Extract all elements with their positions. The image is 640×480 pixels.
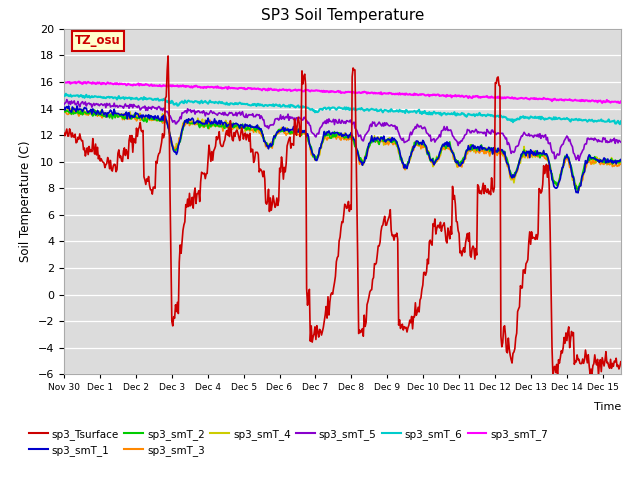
- sp3_smT_6: [433, 110, 440, 116]
- sp3_smT_2: [313, 155, 321, 160]
- sp3_smT_2: [389, 139, 397, 144]
- sp3_smT_1: [480, 145, 488, 151]
- sp3_smT_3: [574, 189, 582, 194]
- Line: sp3_smT_6: sp3_smT_6: [64, 94, 621, 124]
- Y-axis label: Soil Temperature (C): Soil Temperature (C): [19, 141, 32, 263]
- sp3_smT_7: [159, 82, 167, 88]
- sp3_smT_1: [60, 105, 68, 110]
- sp3_smT_4: [433, 154, 440, 159]
- sp3_smT_6: [617, 119, 625, 124]
- sp3_smT_5: [313, 131, 321, 137]
- sp3_smT_2: [204, 126, 212, 132]
- sp3_smT_4: [313, 155, 321, 161]
- sp3_Tsurface: [480, 191, 488, 196]
- sp3_smT_7: [60, 79, 68, 84]
- sp3_smT_7: [433, 92, 440, 98]
- sp3_smT_7: [313, 87, 321, 93]
- sp3_smT_5: [480, 129, 488, 135]
- sp3_smT_4: [617, 160, 625, 166]
- sp3_Tsurface: [204, 156, 212, 162]
- sp3_smT_1: [574, 190, 582, 196]
- Line: sp3_smT_7: sp3_smT_7: [64, 82, 621, 103]
- sp3_smT_2: [617, 159, 625, 165]
- Line: sp3_smT_3: sp3_smT_3: [64, 108, 621, 192]
- sp3_Tsurface: [313, 323, 321, 329]
- sp3_smT_4: [389, 139, 397, 144]
- sp3_smT_2: [68, 106, 76, 112]
- sp3_smT_6: [60, 93, 68, 99]
- sp3_smT_4: [64, 104, 72, 110]
- sp3_smT_4: [204, 120, 212, 126]
- Text: TZ_osu: TZ_osu: [75, 35, 121, 48]
- sp3_smT_4: [159, 114, 167, 120]
- sp3_smT_5: [63, 96, 70, 102]
- sp3_smT_5: [433, 136, 440, 142]
- sp3_smT_3: [204, 123, 211, 129]
- sp3_smT_5: [204, 111, 212, 117]
- sp3_smT_1: [389, 137, 397, 143]
- Title: SP3 Soil Temperature: SP3 Soil Temperature: [260, 9, 424, 24]
- sp3_smT_6: [62, 91, 70, 96]
- sp3_smT_1: [433, 156, 440, 162]
- Legend: sp3_Tsurface, sp3_smT_1, sp3_smT_2, sp3_smT_3, sp3_smT_4, sp3_smT_5, sp3_smT_6, : sp3_Tsurface, sp3_smT_1, sp3_smT_2, sp3_…: [25, 424, 552, 460]
- sp3_smT_3: [60, 105, 68, 111]
- sp3_smT_3: [388, 139, 396, 145]
- sp3_smT_1: [313, 157, 321, 163]
- sp3_Tsurface: [164, 53, 172, 59]
- sp3_smT_6: [159, 96, 167, 102]
- sp3_smT_5: [60, 102, 68, 108]
- sp3_smT_3: [432, 157, 440, 163]
- sp3_smT_4: [60, 108, 68, 114]
- sp3_smT_7: [204, 84, 212, 90]
- sp3_smT_7: [617, 98, 625, 104]
- sp3_smT_3: [479, 146, 487, 152]
- sp3_smT_1: [617, 156, 625, 162]
- sp3_Tsurface: [60, 130, 68, 136]
- Line: sp3_smT_4: sp3_smT_4: [64, 107, 621, 191]
- sp3_smT_5: [159, 106, 167, 111]
- sp3_smT_7: [75, 79, 83, 84]
- sp3_smT_7: [616, 100, 624, 106]
- sp3_smT_6: [480, 112, 488, 118]
- sp3_smT_1: [73, 103, 81, 109]
- sp3_smT_3: [312, 154, 320, 160]
- sp3_smT_6: [204, 101, 212, 107]
- sp3_smT_2: [574, 188, 582, 194]
- sp3_smT_5: [617, 139, 625, 145]
- sp3_smT_4: [480, 149, 488, 155]
- sp3_smT_4: [575, 188, 583, 193]
- sp3_Tsurface: [159, 131, 166, 137]
- sp3_smT_2: [60, 108, 68, 114]
- Line: sp3_smT_2: sp3_smT_2: [64, 109, 621, 191]
- sp3_Tsurface: [617, 359, 625, 365]
- sp3_smT_2: [159, 118, 167, 123]
- sp3_smT_3: [617, 161, 625, 167]
- sp3_smT_5: [389, 123, 397, 129]
- sp3_smT_5: [575, 157, 583, 163]
- Line: sp3_smT_5: sp3_smT_5: [64, 99, 621, 160]
- Line: sp3_Tsurface: sp3_Tsurface: [64, 56, 621, 377]
- sp3_smT_6: [389, 108, 397, 114]
- Text: Time: Time: [593, 402, 621, 412]
- sp3_Tsurface: [389, 232, 397, 238]
- sp3_smT_7: [389, 91, 397, 96]
- sp3_smT_7: [480, 94, 488, 100]
- sp3_smT_2: [433, 155, 440, 160]
- sp3_smT_2: [480, 146, 488, 152]
- sp3_Tsurface: [554, 374, 561, 380]
- sp3_smT_6: [616, 121, 624, 127]
- Line: sp3_smT_1: sp3_smT_1: [64, 106, 621, 193]
- sp3_smT_1: [204, 115, 212, 121]
- sp3_Tsurface: [433, 226, 440, 231]
- sp3_smT_1: [159, 112, 167, 118]
- sp3_smT_3: [159, 120, 166, 126]
- sp3_smT_6: [313, 109, 321, 115]
